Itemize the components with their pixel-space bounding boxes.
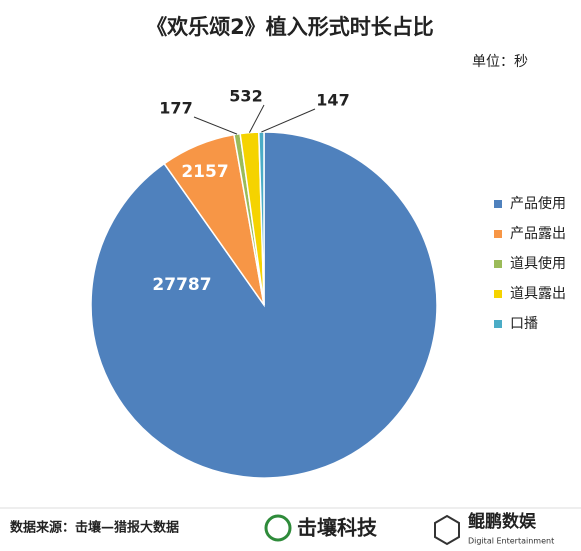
legend-marker <box>494 320 502 328</box>
data-label: 27787 <box>152 275 211 295</box>
data-label: 2157 <box>181 162 228 182</box>
logo-1: 击壤科技 <box>264 514 378 542</box>
leader-line <box>193 116 238 135</box>
leader-line <box>248 104 265 133</box>
logo-text: 鲲鹏数娱 <box>468 511 537 532</box>
logo-icon <box>434 514 460 546</box>
chart-title: 《欢乐颂2》植入形式时长占比 <box>146 15 434 39</box>
legend-label: 产品露出 <box>510 226 566 242</box>
unit-label: 单位：秒 <box>472 54 528 70</box>
data-label: 177 <box>159 99 192 118</box>
legend-label: 产品使用 <box>510 195 566 212</box>
legend-label: 道具露出 <box>510 286 566 302</box>
legend-label: 口播 <box>510 316 538 332</box>
legend-marker <box>494 230 502 238</box>
logo-2: 鲲鹏数娱 Digital Entertainment <box>434 511 554 546</box>
logo-icon <box>264 514 292 542</box>
data-label: 532 <box>229 87 262 106</box>
logo-subtext: Digital Entertainment <box>468 537 554 546</box>
data-label: 147 <box>316 91 349 110</box>
legend-label: 道具使用 <box>510 255 566 272</box>
source-note: 数据来源：击壤—猎报大数据 <box>10 520 179 536</box>
leader-line <box>261 108 316 133</box>
logo-text: 击壤科技 <box>297 516 378 540</box>
legend-marker <box>494 200 502 208</box>
legend-marker <box>494 290 502 298</box>
legend-marker <box>494 260 502 268</box>
